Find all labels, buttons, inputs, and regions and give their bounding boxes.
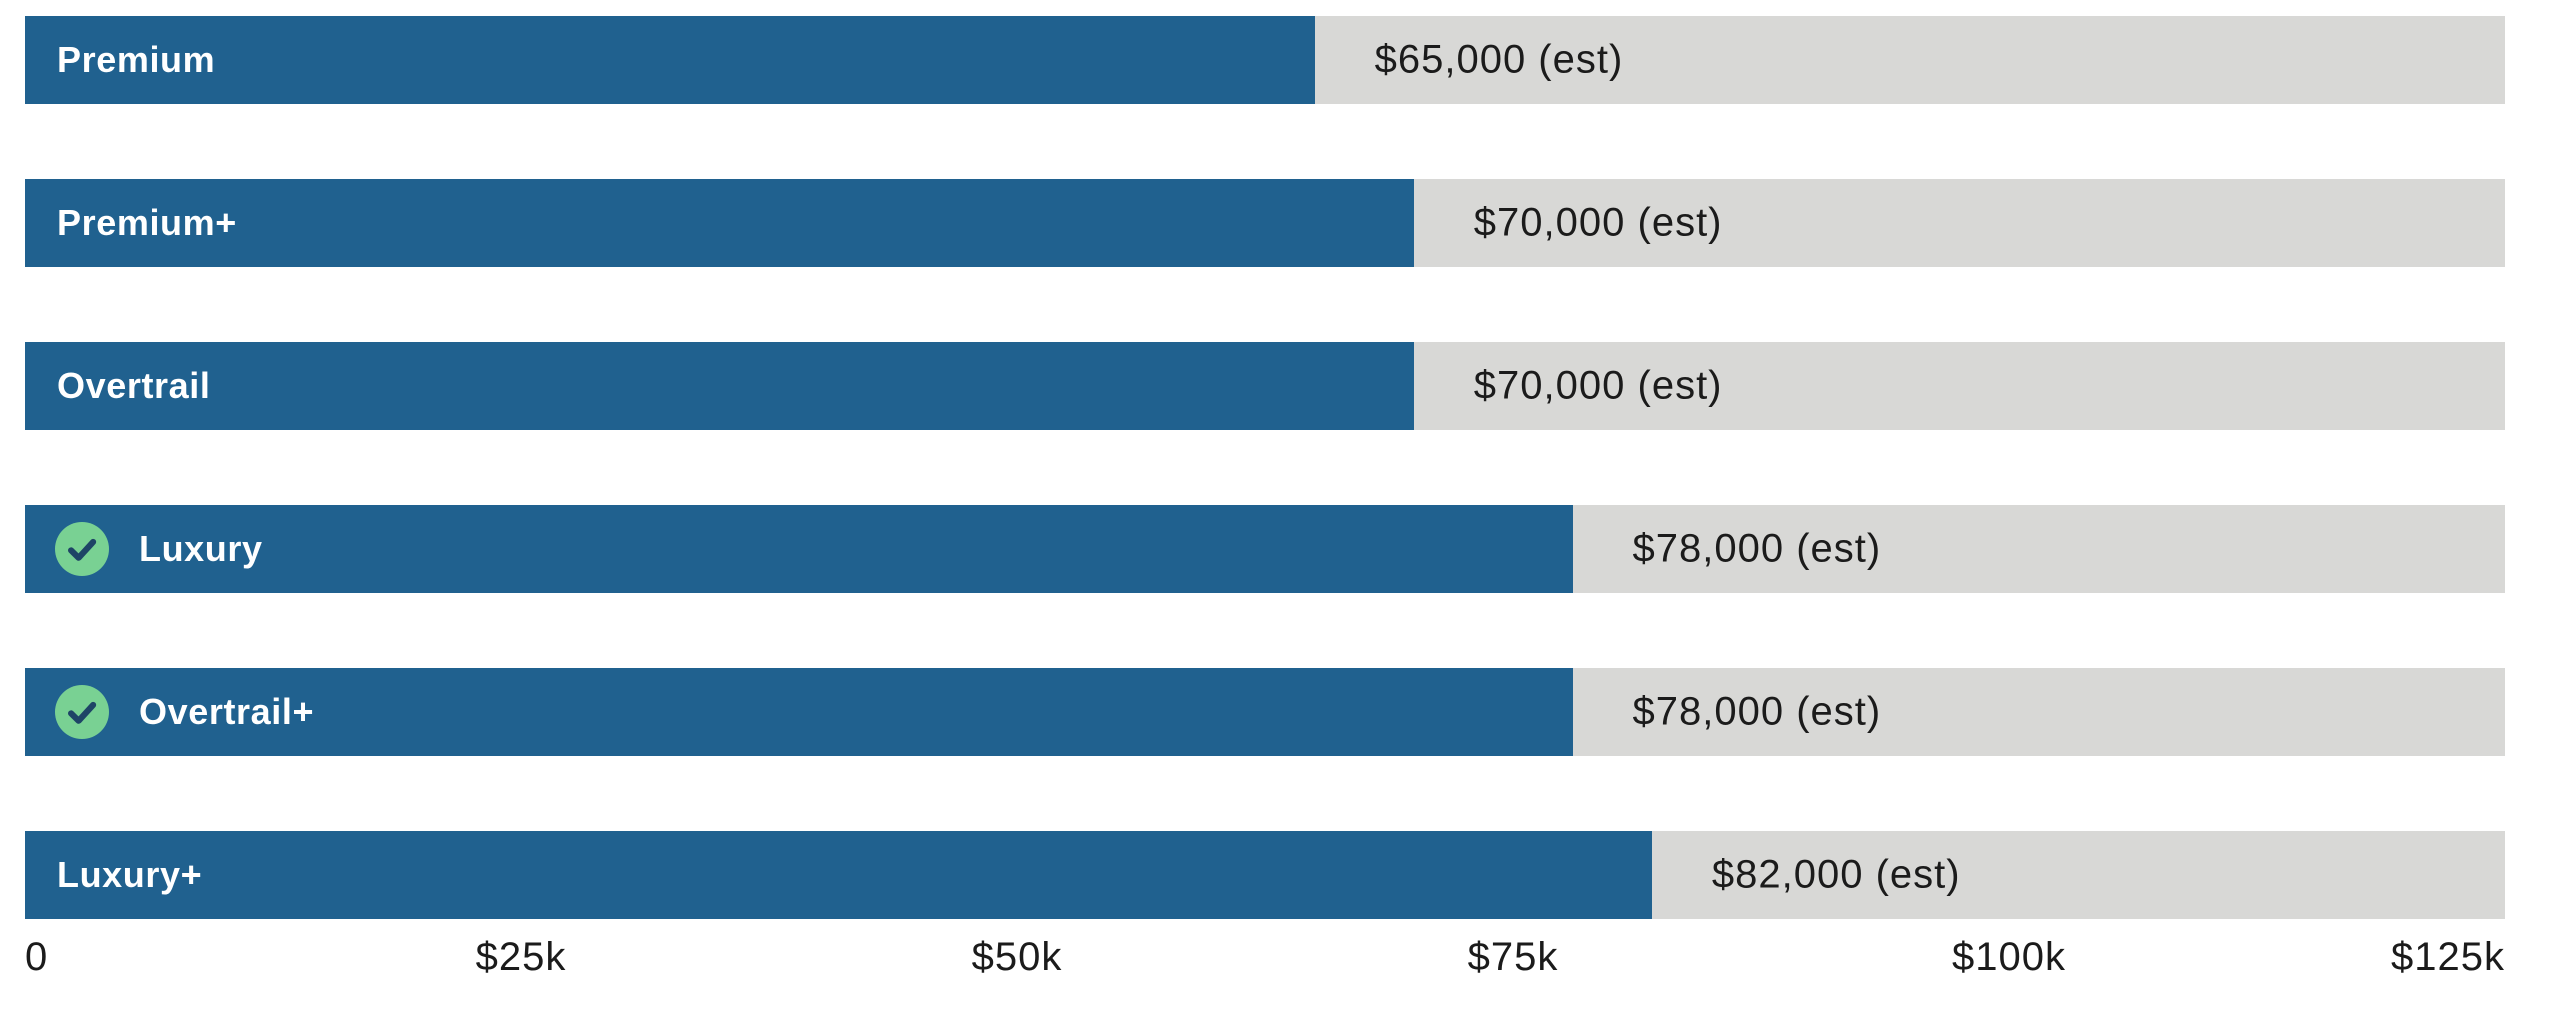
bar-label-luxury: Luxury [139,528,263,569]
bar-label-overtrail-plus: Overtrail+ [139,691,315,732]
x-tick-100k: $100k [1952,935,2066,979]
check-circle-icon [55,522,109,576]
bar-row-premium: Premium $65,000 (est) [25,16,2505,104]
trim-price-bar-chart: Premium $65,000 (est) Premium+ $70,000 (… [25,16,2505,919]
bar-row-premium-plus: Premium+ $70,000 (est) [25,179,2505,267]
x-tick-50k: $50k [971,935,1063,979]
x-tick-125k: $125k [2391,935,2505,979]
check-circle-icon [55,685,109,739]
bar-row-overtrail: Overtrail $70,000 (est) [25,342,2505,430]
x-tick-25k: $25k [475,935,567,979]
x-tick-0: 0 [25,935,49,979]
bar-value-premium: $65,000 (est) [1374,37,1624,82]
bar-label-premium-plus: Premium+ [57,202,237,243]
bar-fill-luxury-plus: Luxury+ [25,831,1652,919]
bar-value-premium-plus: $70,000 (est) [1473,200,1723,245]
bar-value-luxury-plus: $82,000 (est) [1711,852,1961,897]
bar-fill-overtrail-plus: Overtrail+ [25,668,1573,756]
bar-label-luxury-plus: Luxury+ [57,854,203,895]
bar-fill-overtrail: Overtrail [25,342,1414,430]
bar-label-overtrail: Overtrail [57,365,211,406]
bar-fill-premium-plus: Premium+ [25,179,1414,267]
bar-value-luxury: $78,000 (est) [1632,526,1882,571]
bar-label-premium: Premium [57,39,216,80]
bar-fill-luxury: Luxury [25,505,1573,593]
bar-fill-premium: Premium [25,16,1315,104]
bar-value-overtrail-plus: $78,000 (est) [1632,689,1882,734]
x-tick-75k: $75k [1467,935,1559,979]
bar-row-overtrail-plus: Overtrail+ $78,000 (est) [25,668,2505,756]
bar-row-luxury-plus: Luxury+ $82,000 (est) [25,831,2505,919]
bar-value-overtrail: $70,000 (est) [1473,363,1723,408]
bar-row-luxury: Luxury $78,000 (est) [25,505,2505,593]
x-axis: 0 $25k $50k $75k $100k $125k [25,931,2505,983]
